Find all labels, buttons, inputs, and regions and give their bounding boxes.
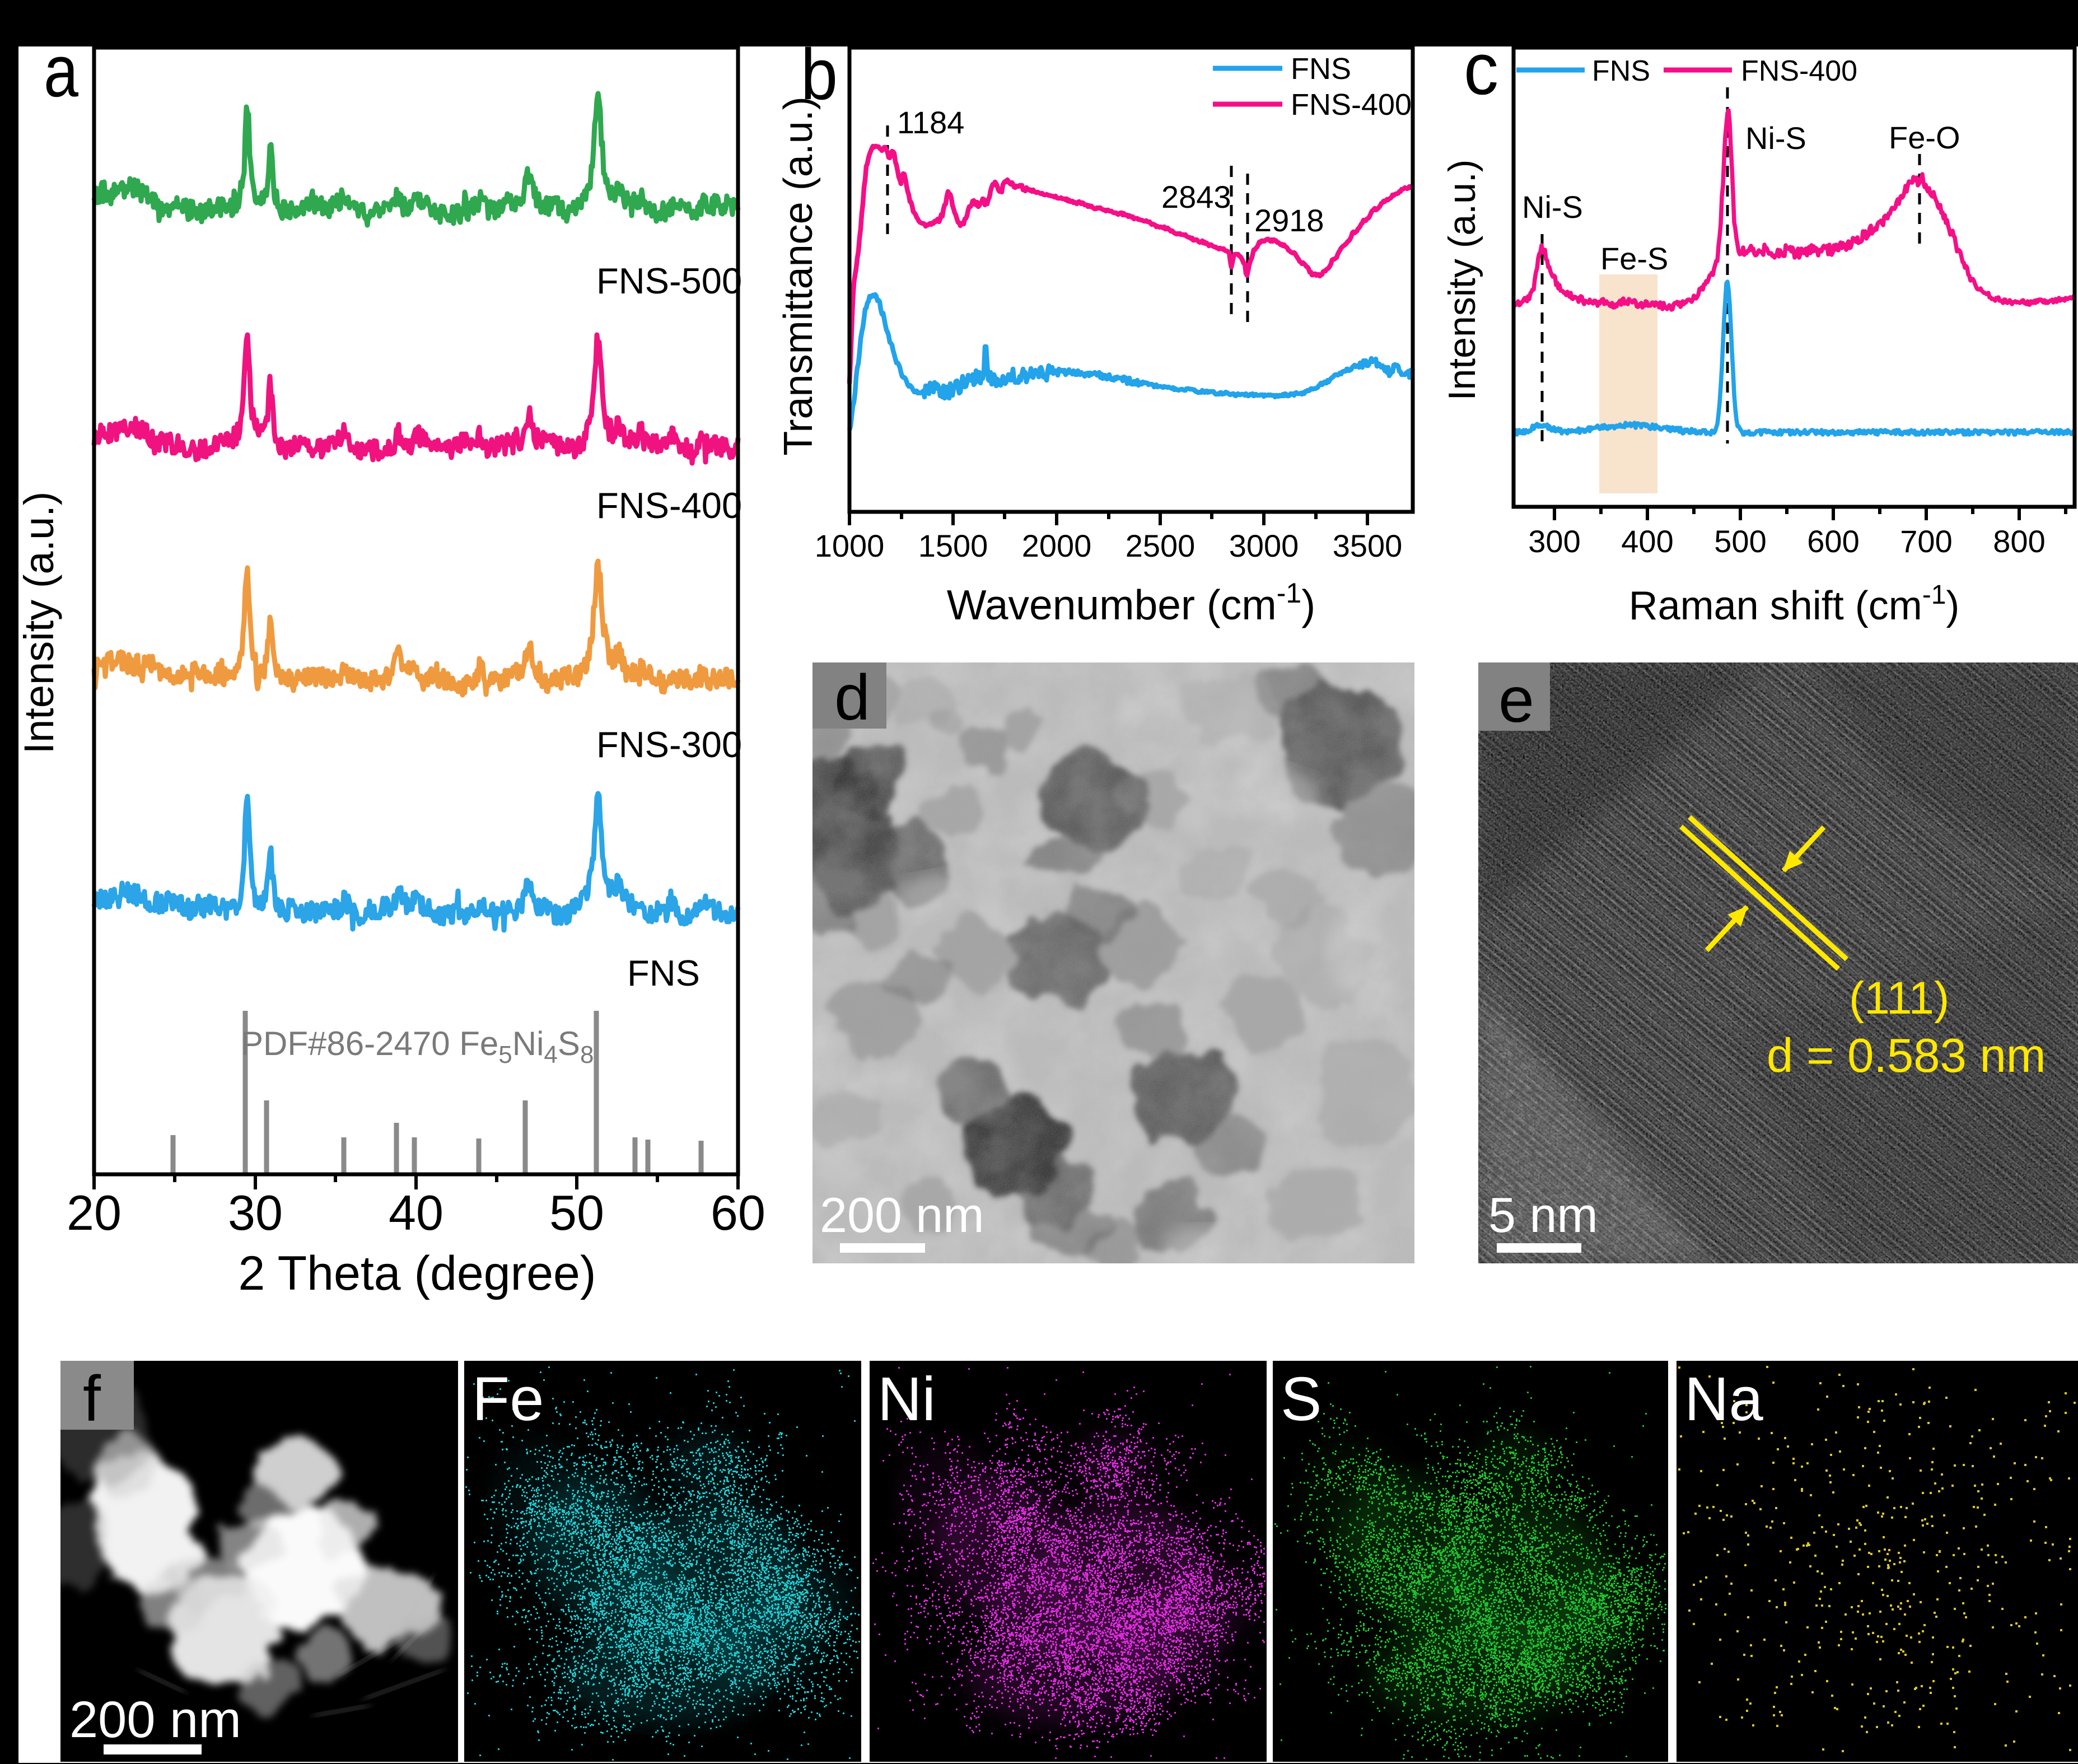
svg-text:FNS-400: FNS-400 — [1291, 88, 1412, 122]
svg-text:Raman shift (cm-1): Raman shift (cm-1) — [1629, 580, 1960, 628]
svg-text:Wavenumber (cm-1): Wavenumber (cm-1) — [947, 577, 1315, 628]
svg-text:700: 700 — [1900, 524, 1952, 559]
svg-text:1184: 1184 — [897, 105, 964, 140]
svg-text:2500: 2500 — [1126, 528, 1196, 563]
svg-text:1500: 1500 — [918, 528, 988, 563]
svg-text:Fe-O: Fe-O — [1889, 120, 1960, 155]
svg-text:60: 60 — [711, 1185, 765, 1240]
svg-text:S: S — [1281, 1365, 1321, 1434]
svg-text:1000: 1000 — [815, 528, 885, 563]
svg-text:Intensity (a.u.): Intensity (a.u.) — [1441, 160, 1483, 401]
svg-text:40: 40 — [389, 1185, 443, 1240]
svg-text:(111): (111) — [1849, 973, 1949, 1024]
svg-text:500: 500 — [1714, 524, 1766, 559]
svg-text:Transmittance (a.u.): Transmittance (a.u.) — [776, 96, 821, 456]
svg-text:3000: 3000 — [1229, 528, 1299, 563]
svg-text:600: 600 — [1807, 524, 1859, 559]
svg-text:b: b — [801, 34, 838, 115]
svg-text:d = 0.583 nm: d = 0.583 nm — [1767, 1029, 2046, 1082]
svg-text:30: 30 — [228, 1185, 283, 1240]
svg-text:a: a — [44, 30, 78, 112]
svg-text:200 nm: 200 nm — [69, 1691, 241, 1748]
svg-text:e: e — [1498, 664, 1534, 736]
svg-text:300: 300 — [1528, 524, 1580, 559]
svg-text:5 nm: 5 nm — [1488, 1187, 1598, 1243]
svg-text:c: c — [1464, 27, 1498, 110]
svg-text:Fe-S: Fe-S — [1600, 241, 1668, 276]
svg-text:2918: 2918 — [1254, 203, 1324, 238]
svg-text:Na: Na — [1684, 1365, 1763, 1434]
svg-text:2 Theta (degree): 2 Theta (degree) — [238, 1247, 596, 1300]
svg-text:200 nm: 200 nm — [820, 1187, 984, 1243]
svg-text:PDF#86-2470 Fe5Ni4S8: PDF#86-2470 Fe5Ni4S8 — [241, 1025, 594, 1068]
svg-text:f: f — [83, 1363, 101, 1435]
svg-text:FNS-300: FNS-300 — [596, 724, 742, 765]
svg-text:FNS-400: FNS-400 — [1741, 55, 1857, 87]
svg-text:FNS-500: FNS-500 — [596, 260, 742, 301]
svg-text:20: 20 — [67, 1185, 122, 1240]
svg-text:400: 400 — [1621, 524, 1673, 559]
svg-text:2843: 2843 — [1161, 179, 1231, 214]
svg-text:FNS: FNS — [1592, 55, 1650, 87]
svg-text:FNS: FNS — [1291, 52, 1351, 86]
svg-text:d: d — [834, 662, 870, 734]
svg-text:50: 50 — [549, 1185, 604, 1240]
svg-text:Ni: Ni — [877, 1365, 936, 1434]
svg-text:FNS-400: FNS-400 — [596, 485, 742, 526]
svg-text:Fe: Fe — [472, 1365, 544, 1434]
svg-text:800: 800 — [1993, 524, 2045, 559]
svg-text:3500: 3500 — [1333, 528, 1403, 563]
svg-text:Ni-S: Ni-S — [1745, 120, 1806, 156]
svg-text:Ni-S: Ni-S — [1522, 189, 1583, 225]
svg-text:Intensity (a.u.): Intensity (a.u.) — [16, 492, 62, 754]
svg-text:FNS: FNS — [627, 953, 700, 993]
svg-text:2000: 2000 — [1022, 528, 1092, 563]
